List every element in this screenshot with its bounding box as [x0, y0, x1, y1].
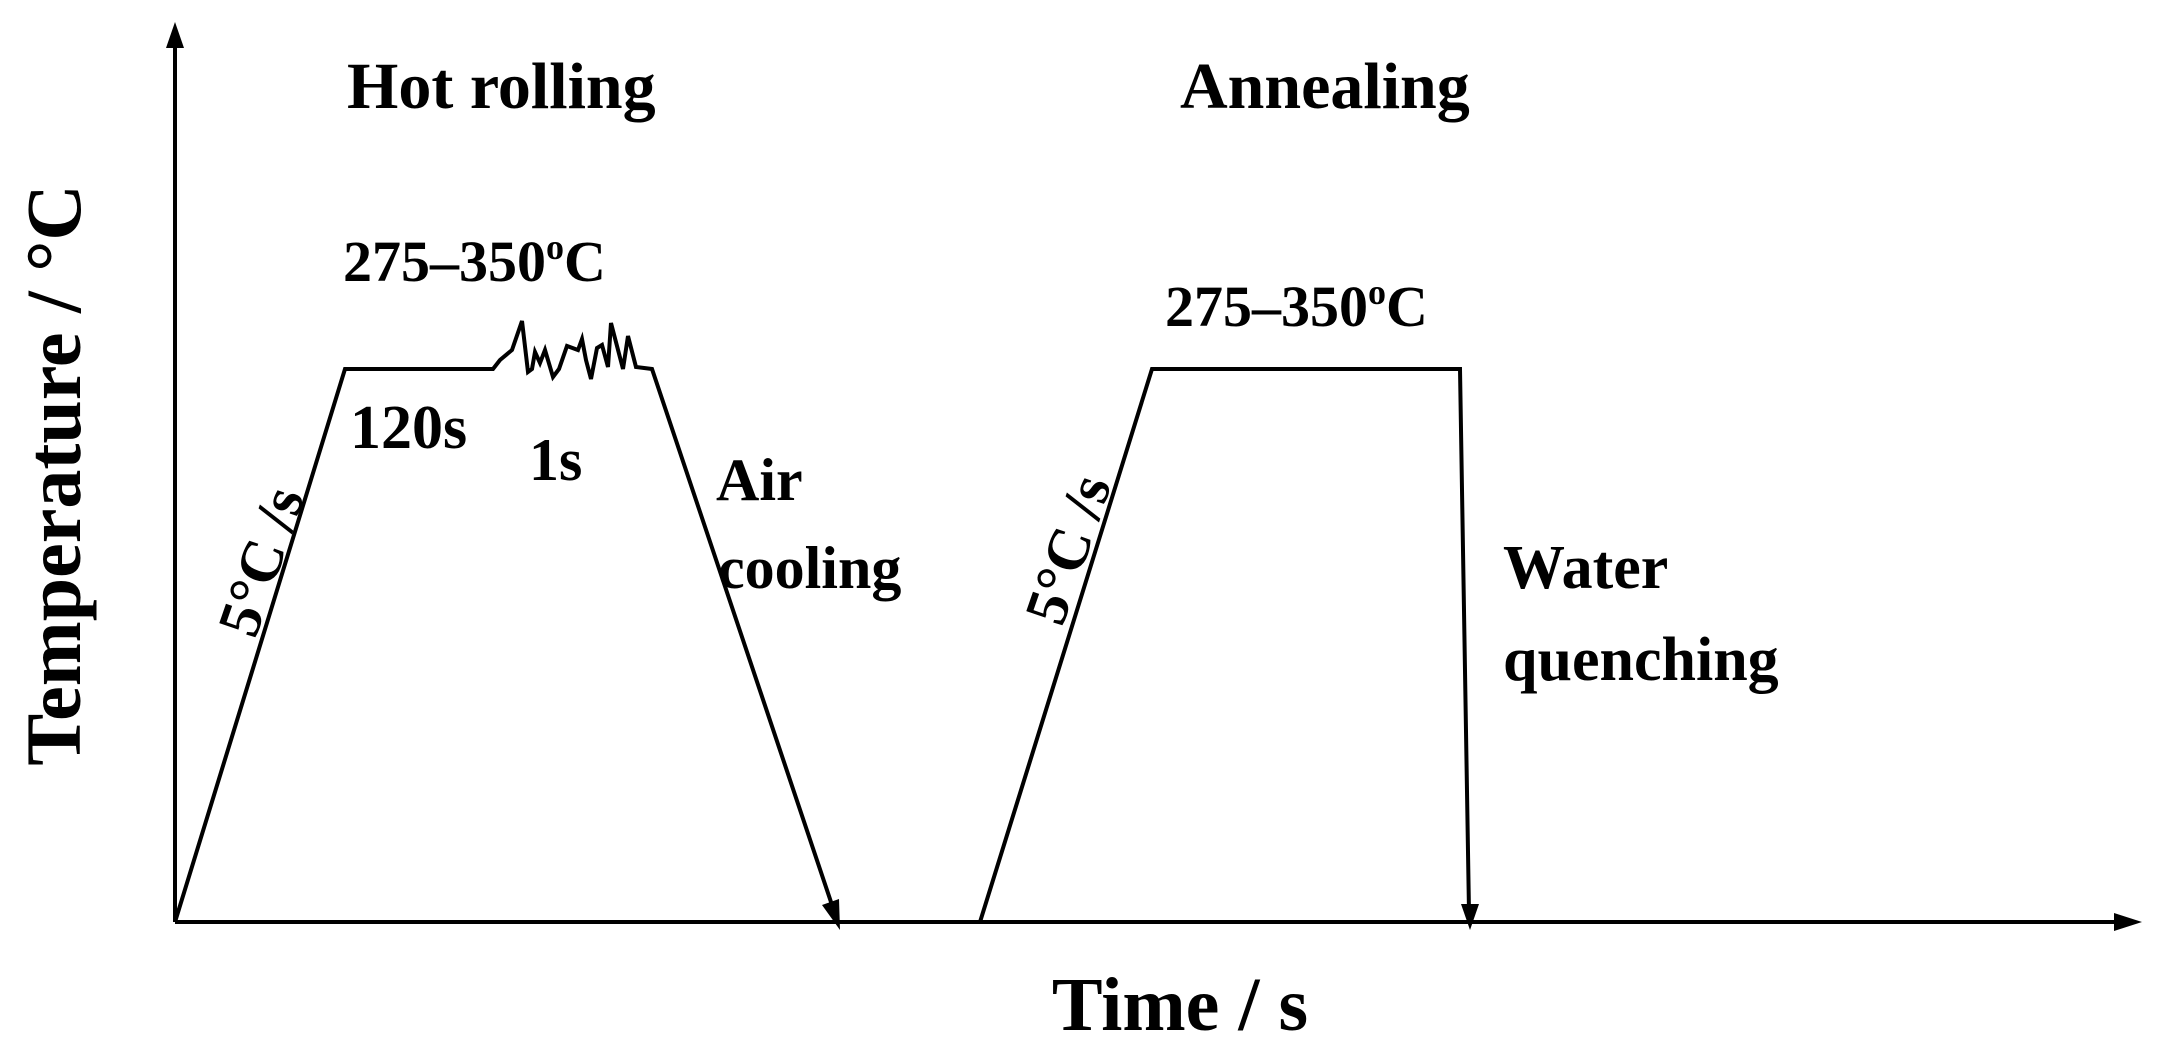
- water-quenching-arrowhead: [1461, 904, 1479, 930]
- annealing-profile: [978, 367, 1479, 930]
- y-axis-title: Temperature / °C: [10, 184, 97, 765]
- hot-rolling-heating-rate: 5°C /s: [205, 479, 317, 645]
- x-axis-arrowhead: [2114, 913, 2142, 931]
- air-cooling-label-line2: cooling: [718, 535, 901, 601]
- hot-rolling-hold-time: 120s: [350, 394, 467, 462]
- hot-rolling-title: Hot rolling: [347, 50, 656, 123]
- hot-rolling-profile: [173, 320, 840, 930]
- water-quenching-label-line1: Water: [1503, 534, 1668, 602]
- water-quenching-label-line2: quenching: [1503, 626, 1779, 694]
- hot-rolling-pass-time: 1s: [529, 427, 582, 493]
- annealing-curve: [978, 367, 1471, 923]
- x-axis-title: Time / s: [1052, 963, 1308, 1047]
- hot-rolling-curve: [173, 320, 835, 923]
- air-cooling-label-line1: Air: [716, 447, 803, 513]
- y-axis-arrowhead: [166, 22, 184, 48]
- hot-rolling-temperature: 275–350oC: [343, 227, 606, 294]
- annealing-title: Annealing: [1180, 50, 1470, 123]
- air-cooling-arrowhead: [822, 899, 840, 930]
- annealing-temperature: 275–350oC: [1165, 272, 1428, 339]
- annealing-heating-rate: 5°C /s: [1012, 467, 1124, 633]
